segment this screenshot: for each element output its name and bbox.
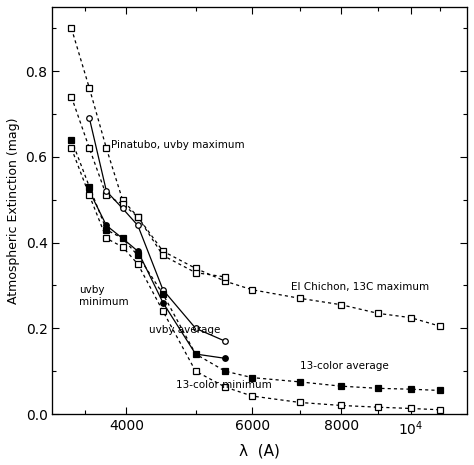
Text: Pinatubo, uvby maximum: Pinatubo, uvby maximum (110, 140, 244, 151)
Text: 13-color average: 13-color average (300, 361, 389, 371)
X-axis label: λ  (A): λ (A) (239, 443, 280, 458)
Text: El Chichon, 13C maximum: El Chichon, 13C maximum (291, 282, 429, 292)
Y-axis label: Atmospheric Extinction (mag): Atmospheric Extinction (mag) (7, 117, 20, 304)
Text: uvby
minimum: uvby minimum (79, 286, 128, 307)
Text: 13-color minimum: 13-color minimum (176, 379, 272, 390)
Text: uvby average: uvby average (149, 325, 220, 335)
